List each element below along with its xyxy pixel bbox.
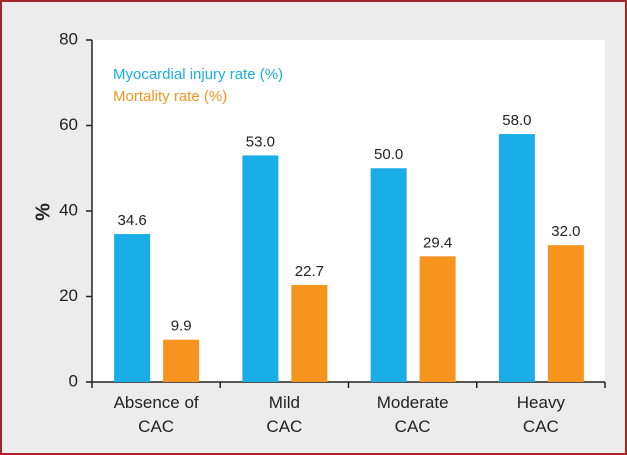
x-tick-label: Mild CAC [266, 393, 302, 436]
y-axis-label: % [32, 203, 54, 221]
value-label: 29.4 [423, 234, 452, 251]
bar [547, 245, 584, 382]
bar [370, 168, 407, 382]
y-tick-label: 80 [59, 29, 78, 48]
legend-label: Myocardial injury rate (%) [113, 66, 283, 83]
bar [291, 284, 328, 382]
bar [163, 339, 200, 382]
legend-label: Mortality rate (%) [113, 88, 227, 105]
value-label: 32.0 [551, 223, 580, 240]
y-tick-label: 40 [59, 200, 78, 219]
value-label: 50.0 [374, 146, 403, 163]
value-label: 9.9 [171, 318, 192, 335]
y-tick-label: 0 [69, 371, 78, 390]
value-label: 22.7 [295, 263, 324, 280]
bar [419, 256, 456, 382]
y-tick-label: 20 [59, 286, 78, 305]
y-tick-label: 60 [59, 115, 78, 134]
bar [114, 234, 151, 382]
bar [498, 134, 535, 382]
x-tick-label: Absence of CAC [114, 393, 199, 436]
value-label: 53.0 [246, 133, 275, 150]
x-tick-label: Heavy CAC [517, 393, 566, 436]
x-tick-label: Moderate CAC [377, 393, 449, 436]
value-label: 34.6 [118, 212, 147, 229]
value-label: 58.0 [502, 112, 531, 129]
bar [242, 155, 279, 382]
